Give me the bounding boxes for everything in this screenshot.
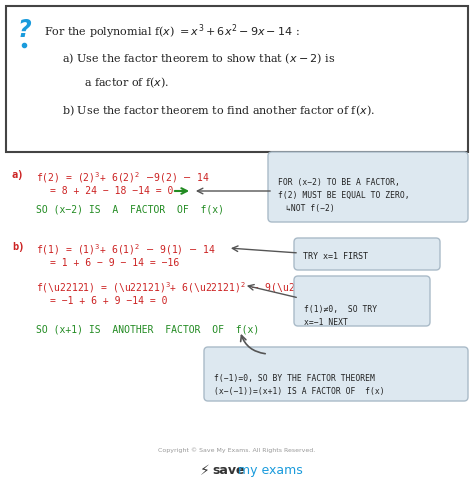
Text: x=−1 NEXT: x=−1 NEXT xyxy=(304,318,348,327)
FancyBboxPatch shape xyxy=(6,6,468,152)
Text: SO (x−2) IS  A  FACTOR  OF  f(x): SO (x−2) IS A FACTOR OF f(x) xyxy=(36,205,224,215)
Text: save: save xyxy=(212,464,245,477)
Text: TRY x=1 FIRST: TRY x=1 FIRST xyxy=(303,252,368,261)
Text: FOR (x−2) TO BE A FACTOR,: FOR (x−2) TO BE A FACTOR, xyxy=(278,178,400,187)
Text: (x−(−1))=(x+1) IS A FACTOR OF  f(x): (x−(−1))=(x+1) IS A FACTOR OF f(x) xyxy=(214,387,384,396)
FancyBboxPatch shape xyxy=(204,347,468,401)
Text: = −1 + 6 + 9 −14 = 0: = −1 + 6 + 9 −14 = 0 xyxy=(50,296,167,306)
Text: f(2) = (2)$^3$+ 6(2)$^2$ $-$9(2) $-$ 14: f(2) = (2)$^3$+ 6(2)$^2$ $-$9(2) $-$ 14 xyxy=(36,170,210,185)
Text: f(2) MUST BE EQUAL TO ZERO,: f(2) MUST BE EQUAL TO ZERO, xyxy=(278,191,410,200)
FancyBboxPatch shape xyxy=(294,238,440,270)
Text: = 8 + 24 − 18 −14 = 0: = 8 + 24 − 18 −14 = 0 xyxy=(50,186,173,196)
Text: Copyright © Save My Exams. All Rights Reserved.: Copyright © Save My Exams. All Rights Re… xyxy=(158,447,316,453)
Text: a) Use the factor theorem to show that ($x - 2$) is: a) Use the factor theorem to show that (… xyxy=(62,52,335,66)
Text: b): b) xyxy=(12,242,25,252)
Text: ⚡: ⚡ xyxy=(200,464,210,478)
Text: f(−1)=0, SO BY THE FACTOR THEOREM: f(−1)=0, SO BY THE FACTOR THEOREM xyxy=(214,374,375,383)
Text: f(1) = (1)$^3$+ 6(1)$^2$ $-$ 9(1) $-$ 14: f(1) = (1)$^3$+ 6(1)$^2$ $-$ 9(1) $-$ 14 xyxy=(36,242,216,257)
Text: a): a) xyxy=(12,170,25,180)
Text: f(1)≠0,  SO TRY: f(1)≠0, SO TRY xyxy=(304,305,377,314)
Text: For the polynomial f($x$) $= x^3 + 6x^2 - 9x - 14$ :: For the polynomial f($x$) $= x^3 + 6x^2 … xyxy=(44,22,300,41)
Text: my exams: my exams xyxy=(238,464,303,477)
Text: SO (x+1) IS  ANOTHER  FACTOR  OF  f(x): SO (x+1) IS ANOTHER FACTOR OF f(x) xyxy=(36,325,259,335)
Text: ↳NOT f(−2): ↳NOT f(−2) xyxy=(286,204,335,213)
Text: f(\u22121) = (\u22121)$^3$+ 6(\u22121)$^2$ $-$ 9(\u22121) $-$ 14: f(\u22121) = (\u22121)$^3$+ 6(\u22121)$^… xyxy=(36,280,357,295)
FancyBboxPatch shape xyxy=(294,276,430,326)
Text: ?: ? xyxy=(17,18,31,42)
Text: a factor of f($x$).: a factor of f($x$). xyxy=(84,75,169,89)
FancyBboxPatch shape xyxy=(268,152,468,222)
Text: b) Use the factor theorem to find another factor of f($x$).: b) Use the factor theorem to find anothe… xyxy=(62,104,375,119)
Text: = 1 + 6 − 9 − 14 = −16: = 1 + 6 − 9 − 14 = −16 xyxy=(50,258,179,268)
